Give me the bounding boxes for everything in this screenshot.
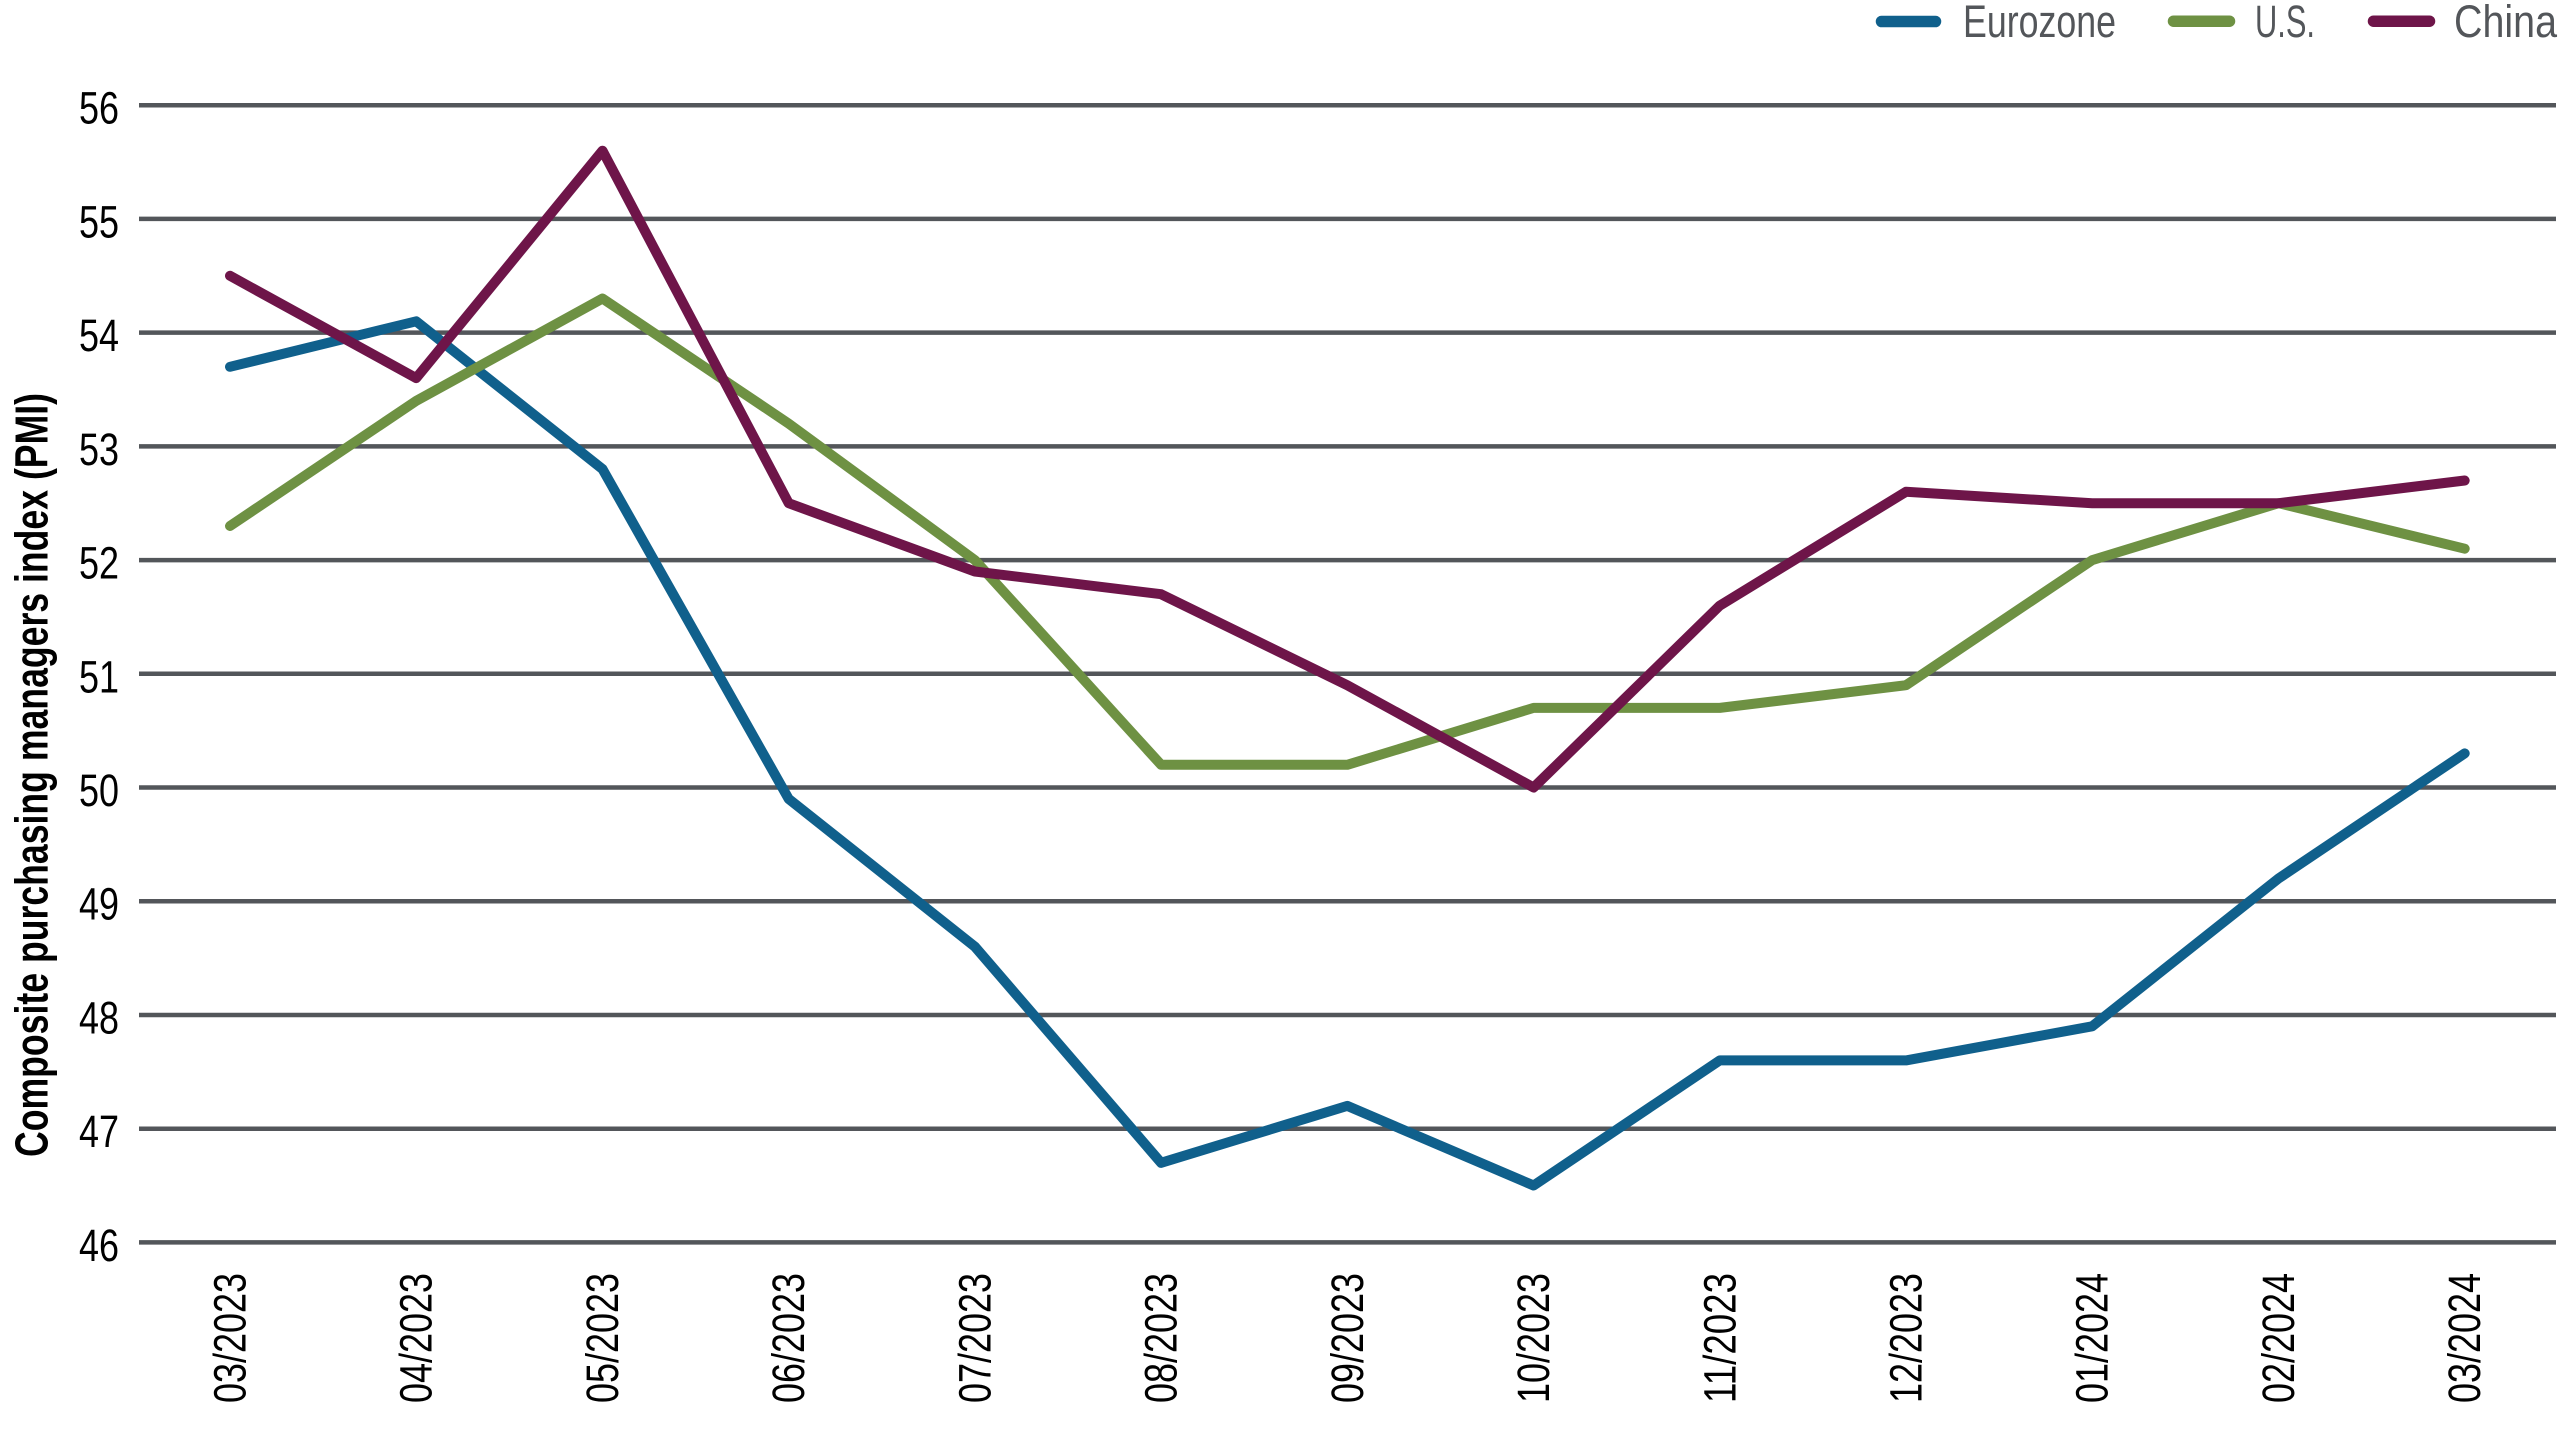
svg-text:06/2023: 06/2023 xyxy=(763,1273,814,1403)
svg-text:02/2024: 02/2024 xyxy=(2253,1273,2304,1403)
svg-text:47: 47 xyxy=(79,1106,119,1157)
svg-text:46: 46 xyxy=(79,1220,119,1271)
svg-text:05/2023: 05/2023 xyxy=(577,1273,628,1403)
svg-text:52: 52 xyxy=(79,538,119,589)
svg-text:03/2023: 03/2023 xyxy=(205,1273,256,1403)
svg-text:07/2023: 07/2023 xyxy=(949,1273,1000,1403)
svg-text:51: 51 xyxy=(79,651,119,702)
svg-text:48: 48 xyxy=(79,993,119,1044)
svg-text:Eurozone: Eurozone xyxy=(1963,0,2116,47)
svg-text:10/2023: 10/2023 xyxy=(1508,1273,1559,1403)
svg-text:55: 55 xyxy=(79,196,119,247)
svg-text:03/2024: 03/2024 xyxy=(2439,1273,2490,1403)
svg-text:China: China xyxy=(2454,0,2558,47)
svg-text:49: 49 xyxy=(79,879,119,930)
svg-text:50: 50 xyxy=(79,765,119,816)
svg-text:56: 56 xyxy=(79,83,119,134)
svg-text:54: 54 xyxy=(79,310,119,361)
svg-text:U.S.: U.S. xyxy=(2255,0,2315,47)
svg-text:09/2023: 09/2023 xyxy=(1322,1273,1373,1403)
svg-text:Composite purchasing managers: Composite purchasing managers index (PMI… xyxy=(6,393,58,1157)
svg-text:01/2024: 01/2024 xyxy=(2067,1273,2118,1403)
svg-text:08/2023: 08/2023 xyxy=(1136,1273,1187,1403)
svg-text:04/2023: 04/2023 xyxy=(391,1273,442,1403)
svg-text:11/2023: 11/2023 xyxy=(1694,1273,1745,1403)
svg-text:53: 53 xyxy=(79,424,119,475)
svg-text:12/2023: 12/2023 xyxy=(1881,1273,1932,1403)
